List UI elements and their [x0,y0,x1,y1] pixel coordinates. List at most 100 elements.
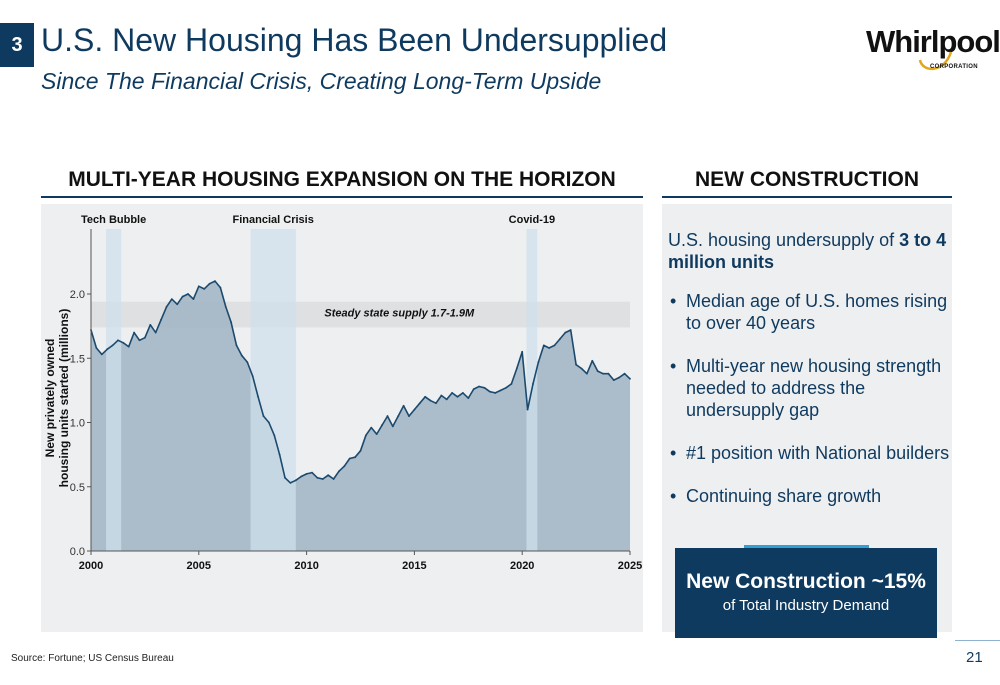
undersupply-prefix: U.S. housing undersupply of [668,230,900,250]
data-point [214,280,216,283]
data-point [149,323,152,326]
data-point [100,353,103,356]
data-point [467,397,470,399]
y-tick-label: 0.5 [70,482,85,494]
whirlpool-logo: Whirlpool CORPORATION [866,24,1000,76]
data-point [418,402,421,405]
slide-number: 3 [0,23,34,67]
data-point [629,377,631,380]
data-point [553,344,556,347]
event-band [106,229,122,551]
chart-section-divider [41,196,643,198]
data-point [262,415,265,417]
data-point [585,372,588,375]
data-point [154,331,157,334]
steady-state-label: Steady state supply 1.7-1.9M [324,308,475,320]
data-point [494,392,497,394]
data-point [316,476,319,479]
data-point [230,321,233,324]
data-point [144,336,146,339]
data-point [435,402,437,405]
data-point [246,361,249,364]
data-point [381,424,383,426]
data-point [564,331,567,334]
data-point [537,361,540,364]
y-axis-label: New privately ownedhousing units started… [43,309,71,488]
data-point [402,404,405,407]
chart-panel: Tech Bubble Financial Crisis Covid-19 Stead… [41,204,643,632]
data-point [106,348,109,351]
data-point [160,318,162,321]
data-point [386,415,389,417]
event-label: Financial Crisis [233,214,314,226]
event-label: Tech Bubble [81,214,146,226]
logo-corporation-text: CORPORATION [930,64,978,70]
data-point [187,293,189,295]
data-point [300,475,303,478]
data-point [348,457,351,460]
data-point [521,350,524,353]
data-point [235,344,238,347]
data-point [532,383,534,385]
x-tick-label: 2015 [402,560,426,572]
data-point [451,392,454,394]
data-point [321,478,324,480]
new-construction-divider [662,196,952,198]
data-point [273,434,276,437]
data-point [408,415,410,417]
new-construction-callout: New Construction ~15% of Total Industry … [675,548,937,638]
data-point [478,385,480,388]
x-tick-label: 2010 [294,560,318,572]
page-title: U.S. New Housing Has Been Undersupplied [41,22,668,58]
data-point [623,372,626,375]
data-point [208,282,211,285]
chart-section-heading: MULTI-YEAR HOUSING EXPANSION ON THE HORI… [68,168,616,191]
data-point [359,449,362,452]
data-point [612,379,615,381]
x-tick-label: 2025 [618,560,642,572]
data-point [515,367,518,370]
footer-divider [955,640,1000,641]
data-point [197,285,200,288]
y-tick-label: 1.0 [70,418,85,430]
bullet-item: Multi-year new housing strength needed t… [670,355,950,421]
data-point [542,344,545,347]
y-tick-label: 2.0 [70,289,85,301]
x-tick-label: 2020 [510,560,534,572]
data-point [257,395,259,398]
data-point [483,386,486,389]
data-point [343,465,346,468]
data-point [591,359,594,362]
x-tick-label: 2000 [79,560,103,572]
y-tick-label: 1.5 [70,353,85,365]
data-point [462,392,464,394]
data-point [224,305,227,308]
data-point [505,386,507,389]
callout-headline: New Construction ~15% [686,570,926,593]
source-note: Source: Fortune; US Census Bureau [11,653,174,664]
data-point [424,395,427,398]
data-point [429,399,432,402]
data-point [456,395,459,398]
data-point [332,478,335,480]
data-point [602,372,604,375]
data-point [472,388,475,390]
data-point [338,470,340,473]
data-point [294,479,297,482]
data-point [375,433,378,435]
data-point [95,347,98,349]
data-point [289,481,292,484]
event-band [250,229,296,551]
data-point [311,471,313,474]
data-point [165,305,168,308]
data-point [618,376,621,379]
data-point [559,338,561,340]
data-point [488,390,491,393]
data-point [219,286,222,289]
data-point [111,344,114,347]
data-point [569,329,572,331]
undersupply-statement: U.S. housing undersupply of 3 to 4 milli… [668,229,948,273]
bullet-item: #1 position with National builders [670,442,950,464]
data-point [117,339,119,342]
data-point [354,456,357,459]
